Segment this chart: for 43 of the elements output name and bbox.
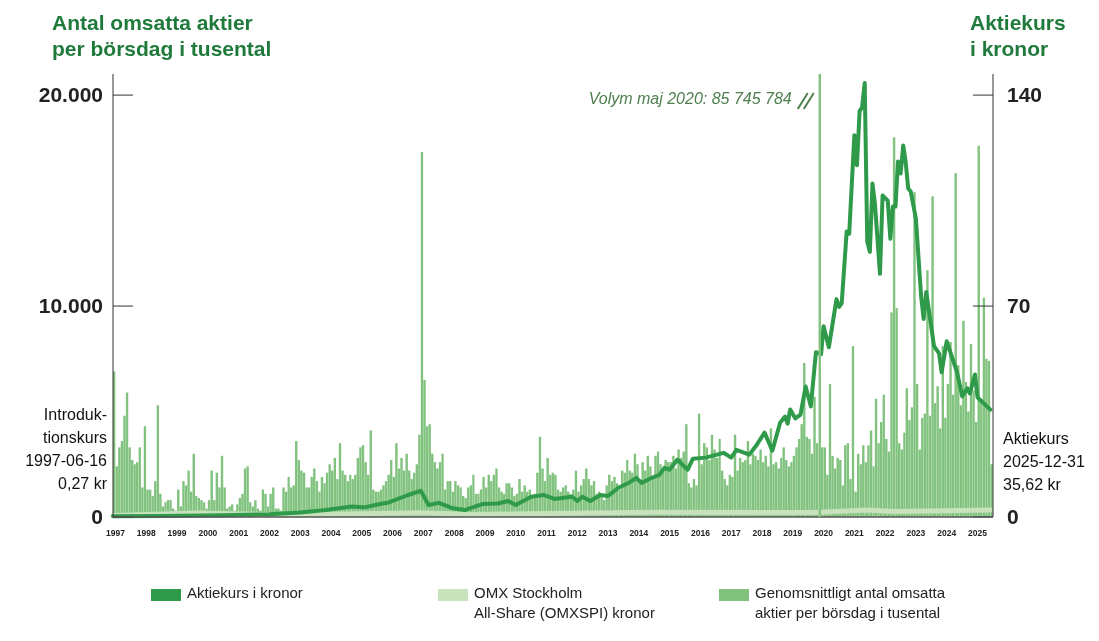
x-tick-label: 2020 [814, 528, 834, 538]
x-tick-label: 2011 [537, 528, 556, 538]
x-tick-label: 2021 [844, 528, 865, 538]
x-tick-label: 1997 [106, 528, 126, 538]
x-tick-label: 2013 [598, 528, 618, 538]
y2-tick-label: 70 [1007, 294, 1031, 318]
x-tick-label: 2000 [198, 528, 218, 538]
x-tick-label: 2025 [968, 528, 988, 538]
x-tick-label: 2006 [383, 528, 403, 538]
x-tick-label: 2019 [783, 528, 803, 538]
x-tick-label: 2023 [906, 528, 926, 538]
x-tick-label: 2024 [937, 528, 957, 538]
x-tick-label: 2012 [567, 528, 588, 538]
legend-label: Aktiekurs i kronor [187, 584, 303, 601]
ref-line-label: Volym maj 2020: 85 745 784 [588, 90, 792, 107]
text: Introduk- tionskurs 1997-06-16 0,27 kr [25, 406, 108, 492]
legend-label: OMX Stockholm All-Share (OMXSPI) kronor [474, 584, 655, 621]
x-tick-label: 2005 [352, 528, 372, 538]
x-tick-label: 2003 [290, 528, 310, 538]
y-tick-label: 20.000 [38, 83, 103, 107]
x-tick-label: 2014 [629, 528, 649, 538]
y-tick-label: 0 [91, 505, 103, 529]
y-axis-title: Antal omsatta aktier per börsdag i tusental [52, 11, 272, 60]
y2-tick-label: 140 [1007, 83, 1043, 107]
x-tick-label: 2018 [752, 528, 772, 538]
x-tick-label: 2015 [660, 528, 680, 538]
x-tick-label: 2016 [690, 528, 711, 538]
text: Aktiekurs 2025-12-31 35,62 kr [1003, 430, 1085, 493]
x-tick-label: 2008 [444, 528, 464, 538]
legend-label: Genomsnittligt antal omsatta aktier per börsdag i tusental [755, 584, 946, 621]
x-tick-label: 2002 [259, 528, 280, 538]
y-tick-label: 10.000 [38, 294, 103, 318]
x-tick-label: 2017 [721, 528, 741, 538]
x-tick-label: 1998 [136, 528, 157, 538]
x-tick-label: 2007 [413, 528, 434, 538]
y2-axis-title: Aktiekurs i kronor [970, 11, 1066, 60]
y2-tick-label: 0 [1007, 505, 1019, 529]
x-tick-label: 2022 [875, 528, 895, 538]
x-tick-label: 2009 [475, 528, 495, 538]
x-tick-label: 2001 [229, 528, 249, 538]
x-tick-label: 2010 [506, 528, 526, 538]
x-tick-label: 2004 [321, 528, 341, 538]
x-tick-label: 1999 [167, 528, 187, 538]
